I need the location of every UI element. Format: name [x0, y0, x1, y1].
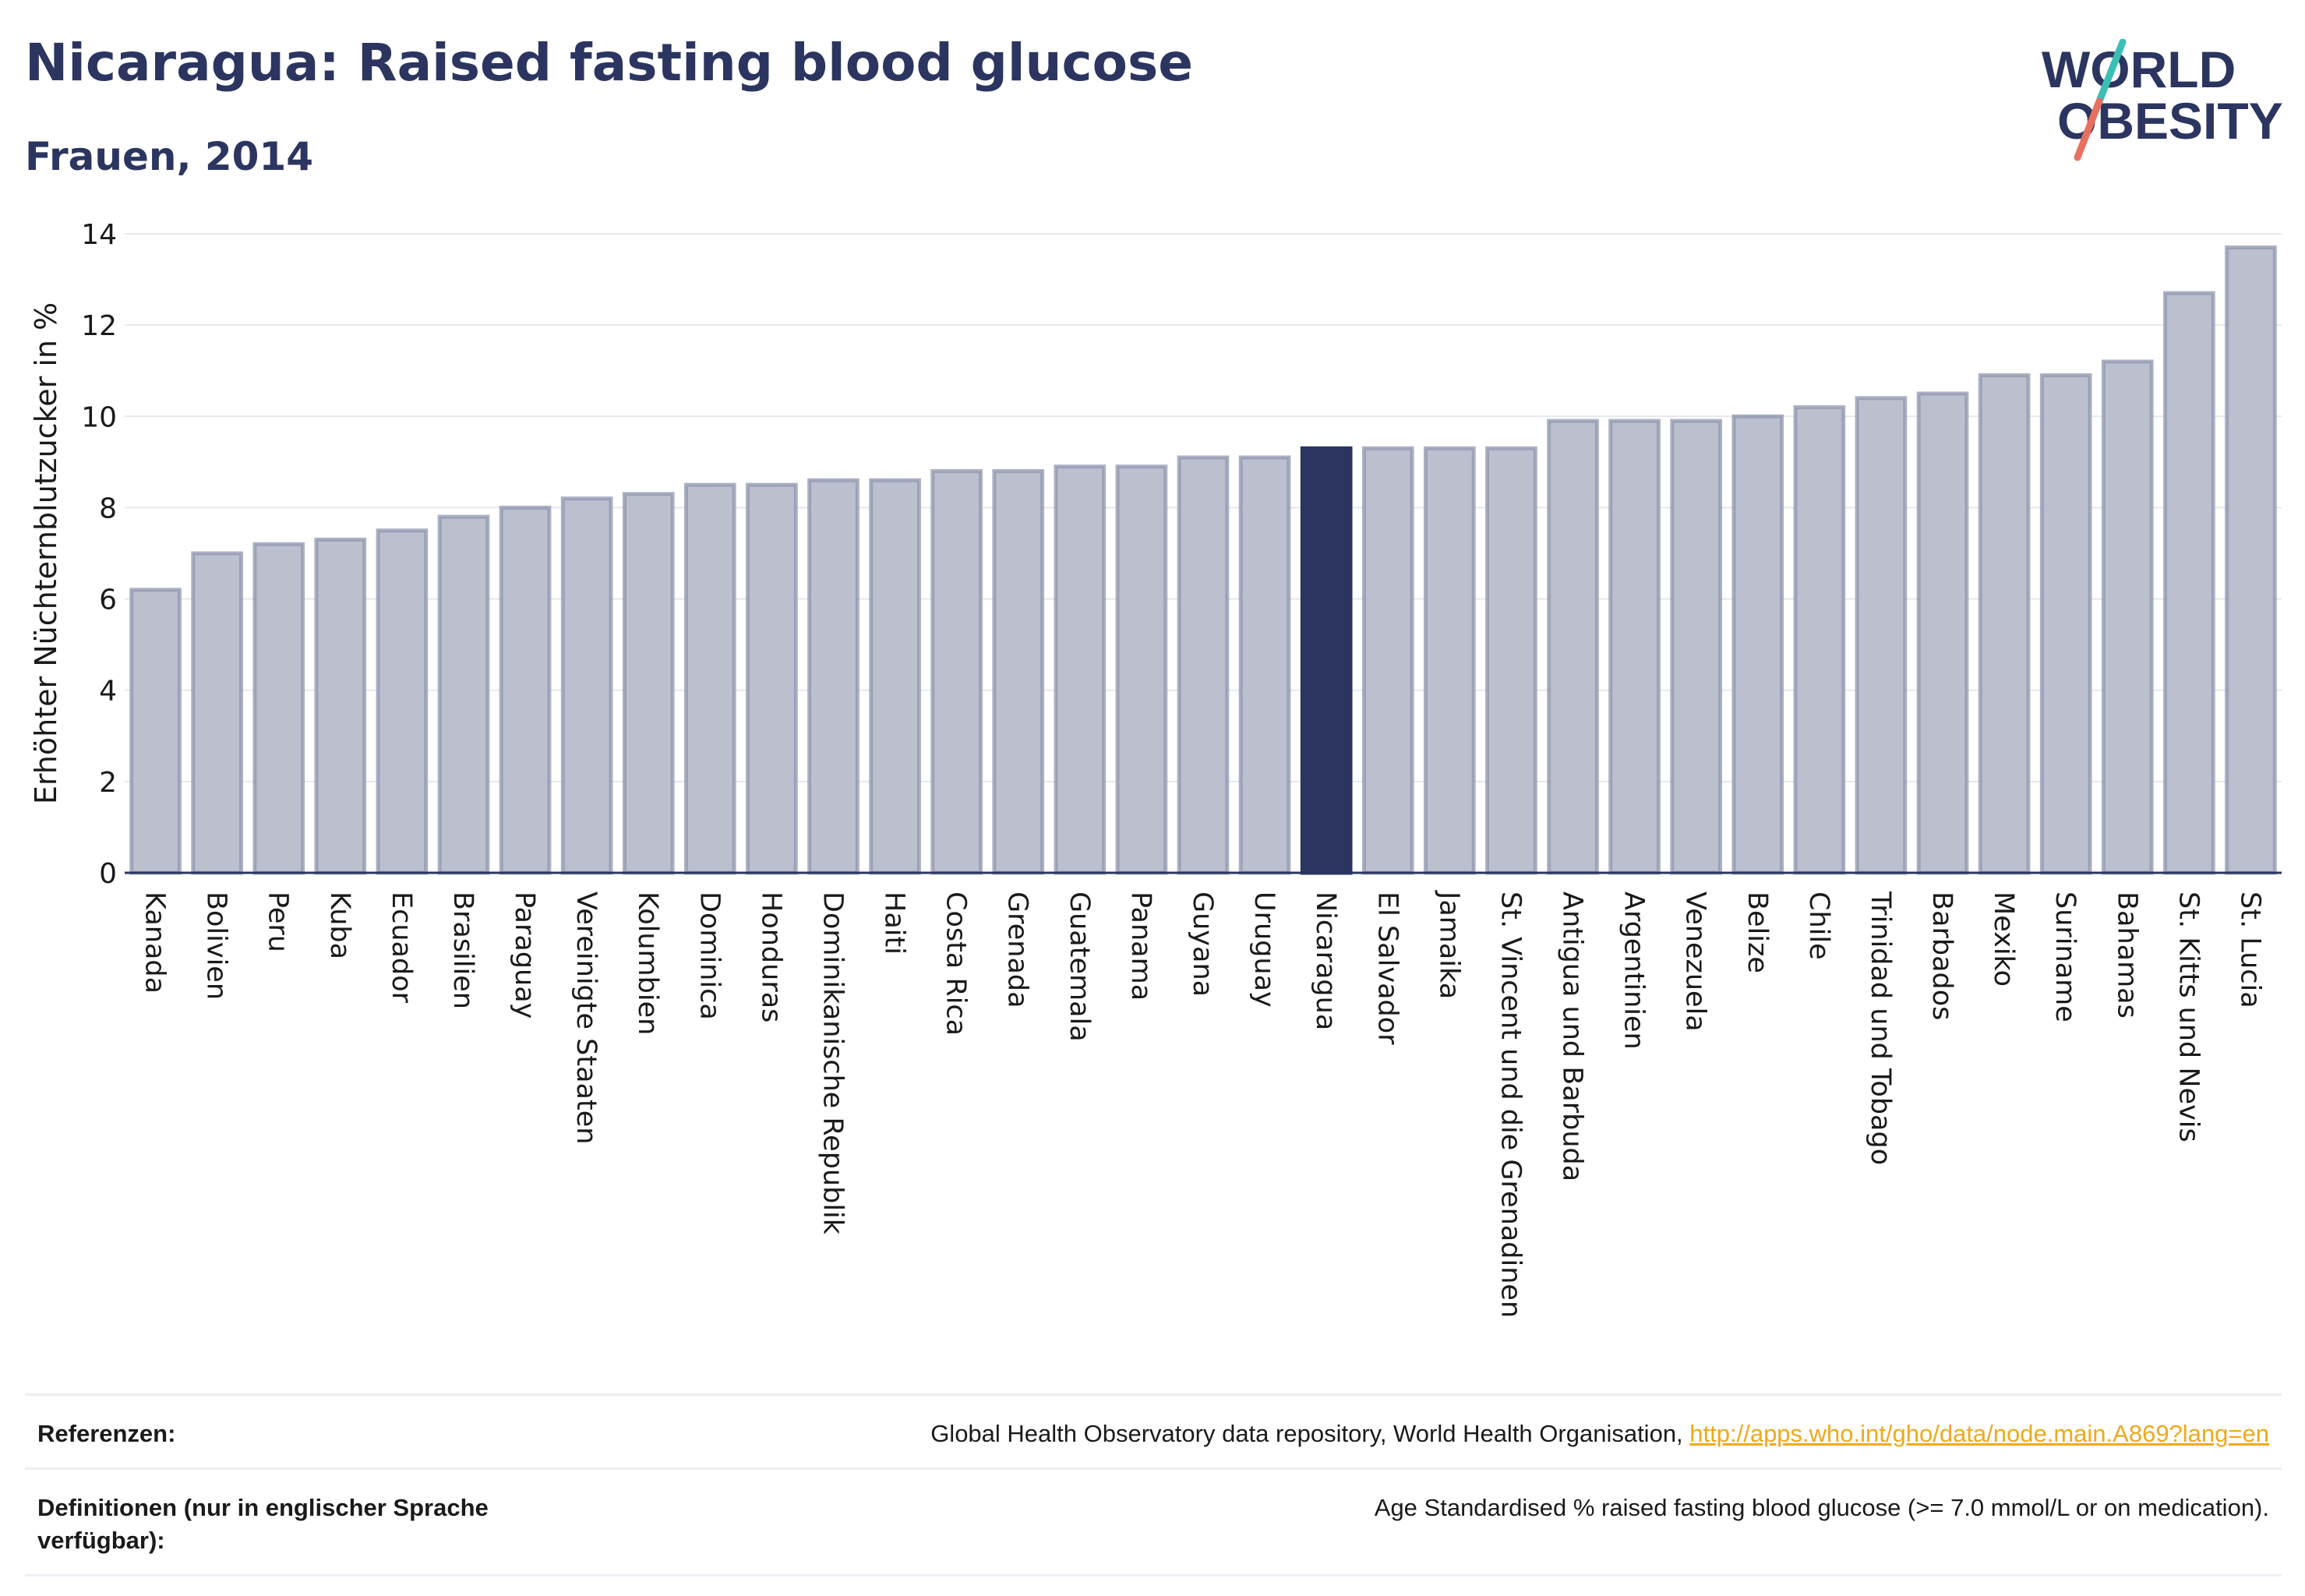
y-axis-label: Erhöhter Nüchternblutzucker in % — [29, 302, 63, 804]
x-tick-label: Brasilien — [447, 892, 478, 1009]
references-table: Referenzen: Global Health Observatory da… — [25, 1393, 2282, 1577]
x-tick-label: St. Lucia — [2234, 892, 2265, 1008]
x-tick-label: Antigua und Barbuda — [1557, 892, 1588, 1181]
bar — [1978, 373, 2031, 875]
world-obesity-logo: WORLD OBESITY — [2042, 39, 2283, 161]
references-link[interactable]: http://apps.who.int/gho/data/node.main.A… — [1689, 1420, 2269, 1447]
bar — [1916, 391, 1969, 875]
bar — [1731, 414, 1784, 875]
x-tick-label: Kanada — [139, 892, 171, 994]
references-row: Referenzen: Global Health Observatory da… — [25, 1393, 2282, 1467]
x-tick-label: Barbados — [1926, 892, 1957, 1020]
definitions-label: Definitionen (nur in englischer Sprache … — [37, 1494, 489, 1554]
x-tick-label: Chile — [1803, 892, 1834, 960]
x-tick-label: Bahamas — [2111, 892, 2142, 1019]
y-tick-label: 4 — [99, 676, 117, 708]
bar — [1238, 455, 1291, 875]
x-tick-label: Costa Rica — [941, 892, 972, 1036]
bar — [314, 537, 367, 875]
x-tick-label: Nicaragua — [1310, 892, 1341, 1030]
bar — [1855, 396, 1908, 875]
x-tick-label: Uruguay — [1248, 892, 1280, 1008]
bar — [129, 588, 182, 875]
bar — [1670, 418, 1723, 875]
logo-slash-top — [2095, 39, 2127, 105]
bar — [437, 514, 490, 875]
x-tick-label: Ecuador — [386, 892, 417, 1004]
bar-chart: 0 2 4 6 8 10 12 14 Kanada Bolivien Peru Kuba Ecuador… — [29, 219, 2282, 1318]
x-tick-label: Dominica — [694, 892, 725, 1020]
bar — [683, 482, 736, 875]
y-tick-label: 2 — [99, 767, 117, 799]
y-tick-label: 14 — [81, 219, 117, 251]
bar — [930, 469, 983, 875]
x-tick-label: Kuba — [324, 892, 355, 959]
bar — [1177, 455, 1230, 875]
bar — [499, 505, 552, 875]
y-tick-label: 12 — [81, 310, 117, 342]
bar — [2101, 359, 2154, 875]
x-tick-label: Kolumbien — [632, 892, 663, 1035]
bar — [1115, 464, 1168, 875]
x-tick-label: Suriname — [2049, 892, 2081, 1022]
chart-subtitle: Frauen, 2014 — [25, 134, 314, 179]
bar — [1793, 405, 1846, 875]
x-tick-label: Panama — [1125, 892, 1156, 1001]
bar — [1423, 446, 1476, 875]
x-tick-label: Honduras — [755, 892, 786, 1022]
bar — [622, 492, 675, 875]
y-tick-label: 6 — [99, 584, 117, 616]
x-tick-label: Belize — [1742, 892, 1773, 973]
references-value: Global Health Observatory data repositor… — [930, 1418, 2269, 1450]
x-tick-label: St. Vincent und die Grenadinen — [1495, 892, 1526, 1318]
y-tick-label: 0 — [99, 858, 117, 890]
bar — [807, 478, 860, 875]
x-tick-label: Vereinigte Staaten — [570, 892, 602, 1144]
bar — [746, 482, 798, 875]
bars — [129, 245, 2277, 875]
bar — [191, 551, 243, 875]
x-tick-label: Argentinien — [1618, 892, 1650, 1050]
bar — [1300, 446, 1353, 875]
x-tick-label: Grenada — [1002, 892, 1033, 1008]
x-tick-label: Venezuela — [1680, 892, 1711, 1032]
x-tick-label: Guatemala — [1064, 892, 1095, 1042]
bar — [252, 542, 305, 875]
axis-labels: 0 2 4 6 8 10 12 14 Kanada Bolivien Peru Kuba Ecuador… — [29, 219, 2265, 1318]
logo-word-1: WORLD — [2042, 41, 2236, 98]
bar — [992, 469, 1045, 875]
x-tick-label: Jamaika — [1433, 890, 1464, 999]
x-tick-label: Trinidad und Tobago — [1865, 891, 1896, 1165]
logo-slash-bottom — [2074, 97, 2103, 161]
bar — [1485, 446, 1537, 875]
bar — [560, 496, 613, 875]
x-tick-label: Haiti — [879, 892, 910, 955]
x-tick-label: Mexiko — [1988, 892, 2019, 987]
chart-title: Nicaragua: Raised fasting blood glucose — [25, 33, 1194, 93]
x-tick-label: Dominikanische Republik — [817, 892, 848, 1235]
x-tick-label: St. Kitts und Nevis — [2173, 892, 2204, 1142]
x-tick-label: Guyana — [1187, 892, 1218, 997]
y-tick-label: 10 — [81, 401, 117, 433]
bar — [1608, 418, 1661, 875]
bar — [376, 528, 429, 875]
x-tick-label: Peru — [263, 892, 294, 952]
bar — [2225, 245, 2277, 875]
bar — [2163, 291, 2215, 875]
bar — [2039, 373, 2092, 875]
references-text: Global Health Observatory data repositor… — [930, 1420, 1690, 1447]
x-tick-label: Paraguay — [509, 892, 540, 1019]
y-tick-label: 8 — [99, 493, 117, 524]
bar — [1361, 446, 1414, 875]
bar — [1547, 418, 1599, 875]
definitions-row: Definitionen (nur in englischer Sprache … — [25, 1467, 2282, 1577]
bar — [1054, 464, 1107, 875]
x-tick-label: Bolivien — [201, 892, 232, 1000]
bar — [869, 478, 921, 875]
references-label: Referenzen: — [37, 1420, 176, 1447]
x-tick-label: El Salvador — [1371, 892, 1403, 1045]
definitions-value: Age Standardised % raised fasting blood … — [1374, 1494, 2269, 1521]
